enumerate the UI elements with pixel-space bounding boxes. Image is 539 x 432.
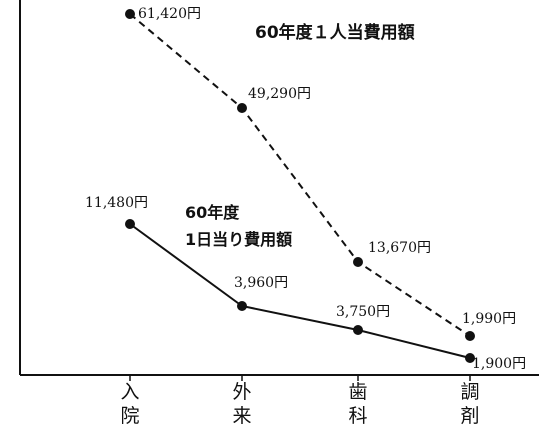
series-per-person — [129, 13, 471, 337]
data-label-per-person-1: 61,420円 — [138, 6, 201, 22]
category-label-1-char-2: 院 — [120, 405, 139, 427]
category-label-2-char-1: 外 — [232, 381, 251, 403]
point-per-person-1 — [125, 9, 135, 19]
point-per-day-1 — [125, 219, 135, 229]
category-label-3-char-2: 科 — [348, 405, 367, 427]
legend-title-per-person: 60年度１人当費用額 — [255, 22, 415, 43]
point-per-person-4 — [465, 331, 475, 341]
data-label-per-day-1: 11,480円 — [85, 195, 148, 211]
data-label-per-person-4: 1,990円 — [462, 311, 516, 327]
data-label-per-person-3: 13,670円 — [368, 240, 431, 256]
data-label-per-person-2: 49,290円 — [248, 86, 311, 102]
category-label-2-char-2: 来 — [232, 405, 251, 427]
series-line-per-person — [129, 13, 471, 337]
data-points — [125, 9, 475, 363]
data-label-per-day-2: 3,960円 — [234, 275, 288, 291]
point-per-day-2 — [237, 301, 247, 311]
point-per-day-4 — [465, 353, 475, 363]
point-per-person-3 — [353, 257, 363, 267]
series-per-day — [129, 223, 471, 359]
legend-title-per-day-line2: 1日当り費用額 — [185, 230, 292, 249]
category-label-1-char-1: 入 — [120, 381, 139, 403]
category-label-4-char-1: 調 — [460, 381, 479, 403]
category-label-3-char-1: 歯 — [348, 381, 367, 403]
category-label-4-char-2: 剤 — [460, 405, 479, 427]
legend-title-per-day-line1: 60年度 — [185, 203, 240, 222]
category-labels: 入院 外来 歯科 調剤 — [120, 375, 480, 427]
series-line-per-day — [129, 223, 471, 359]
point-per-person-2 — [237, 103, 247, 113]
data-label-per-day-3: 3,750円 — [336, 304, 390, 320]
point-per-day-3 — [353, 325, 363, 335]
data-labels: 61,420円 49,290円 13,670円 1,990円 11,480円 3,960円… — [85, 6, 526, 372]
data-label-per-day-4: 1,900円 — [472, 356, 526, 372]
